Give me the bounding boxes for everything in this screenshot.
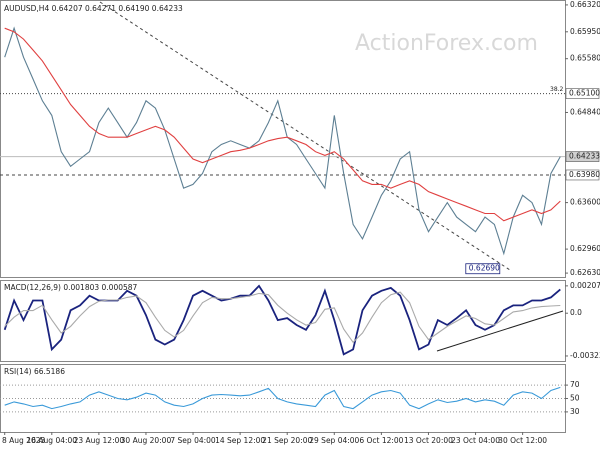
price-panel — [0, 0, 566, 278]
y-tick-label: 0.62630 — [570, 268, 600, 277]
x-tick-label: 16 Aug 04:00 — [27, 436, 78, 445]
y-tick-label: 0.0 — [570, 308, 582, 317]
series-line — [4, 27, 561, 222]
y-tick-label: -0.003239 — [570, 351, 600, 360]
x-tick-label: 23 Oct 04:00 — [451, 436, 500, 445]
x-tick-label: 6 Oct 12:00 — [359, 436, 403, 445]
x-tick-label: 7 Sep 04:00 — [170, 436, 216, 445]
x-tick-label: 14 Sep 12:00 — [215, 436, 265, 445]
x-tick-label: 13 Oct 20:00 — [404, 436, 453, 445]
level-label: 0.63980 — [569, 170, 600, 179]
macd-panel — [0, 280, 566, 362]
level-box — [565, 88, 600, 99]
macd-trend-line — [436, 310, 564, 352]
x-tick-label: 8 Aug 2023 — [2, 436, 45, 445]
level-note: 38.2 — [550, 86, 564, 93]
x-tick-label: 30 Oct 12:00 — [498, 436, 547, 445]
y-tick-label: 50 — [570, 394, 580, 403]
level-box — [565, 151, 600, 162]
y-tick-label: 0.66320 — [570, 0, 600, 9]
y-tick-label: 0.65950 — [570, 27, 600, 36]
low-label: 0.62690 — [469, 264, 500, 273]
level-label: 0.64233 — [569, 152, 600, 161]
watermark: ActionForex.com — [355, 31, 538, 56]
x-tick-label: 23 Aug 12:00 — [74, 436, 125, 445]
y-tick-label: 70 — [570, 380, 580, 389]
low-box — [465, 263, 501, 275]
trend-line — [99, 1, 511, 271]
y-tick-label: 0.65580 — [570, 54, 600, 63]
y-tick-label: 0.63600 — [570, 198, 600, 207]
y-tick-label: 0.002072 — [570, 281, 600, 290]
y-tick-label: 30 — [570, 407, 580, 416]
level-label: 0.65100 — [569, 89, 600, 98]
series-line — [4, 291, 561, 344]
y-tick-label: 0.62960 — [570, 244, 600, 253]
panel-title: MACD(12,26,9) 0.001803 0.000587 — [4, 283, 138, 292]
level-box — [565, 169, 600, 181]
panel-title: RSI(14) 66.5186 — [4, 367, 65, 376]
series-line — [3, 284, 561, 356]
series-line — [4, 26, 561, 256]
panel-title: AUDUSD,H4 0.64207 0.64271 0.64190 0.6423… — [4, 4, 183, 13]
x-tick-label: 21 Sep 20:00 — [262, 436, 312, 445]
x-tick-label: 29 Sep 04:00 — [309, 436, 359, 445]
x-tick-label: 30 Aug 20:00 — [121, 436, 172, 445]
series-line — [4, 386, 561, 410]
y-tick-label: 0.64840 — [570, 107, 600, 116]
